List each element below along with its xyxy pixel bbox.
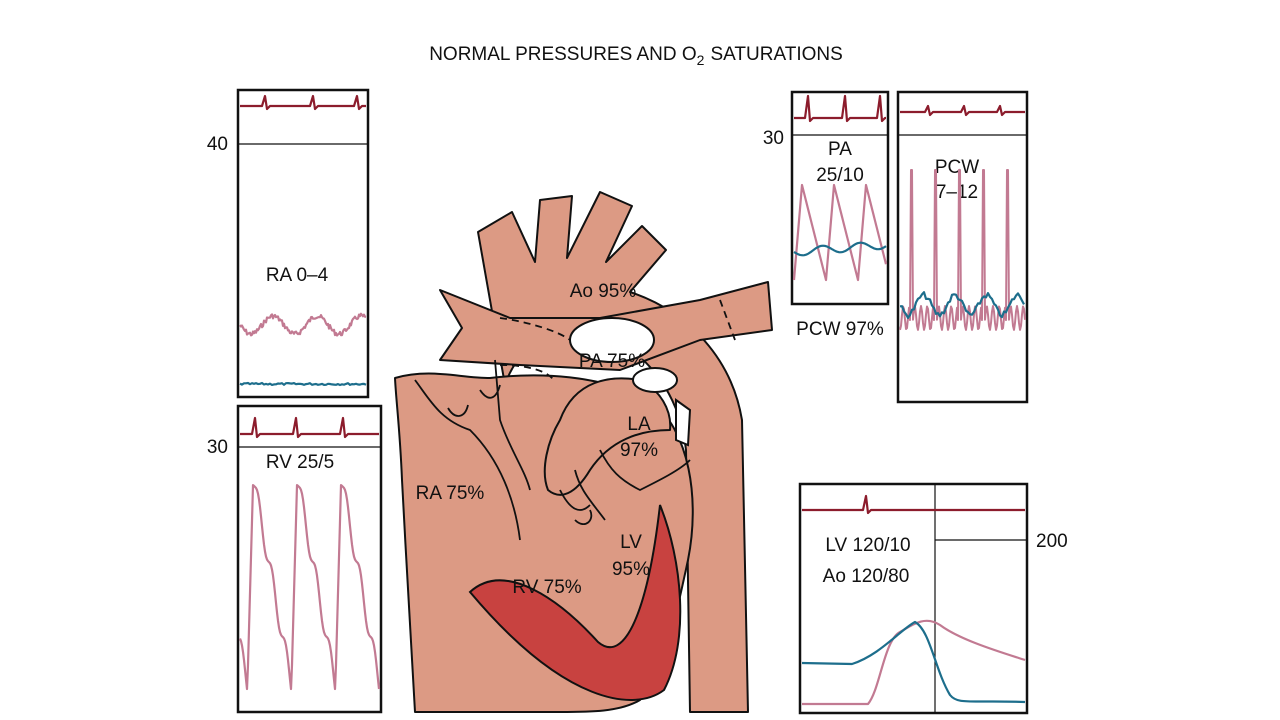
heart-label: 97% xyxy=(620,440,658,461)
title-subscript: 2 xyxy=(697,52,705,68)
ecg-trace xyxy=(900,104,1025,117)
heart-label: RA 75% xyxy=(416,483,485,504)
heart-label: LA xyxy=(627,414,651,435)
panel-label: LV 120/10 xyxy=(825,535,910,556)
hidden-edges xyxy=(499,299,736,383)
panel-label: RA 0–4 xyxy=(266,265,329,286)
heart-details xyxy=(414,359,691,541)
panel-label: 25/10 xyxy=(816,165,864,186)
saturation-label: PCW 97% xyxy=(796,319,884,340)
heart-label: 95% xyxy=(612,559,650,580)
rv-panel: 30 RV 25/5 xyxy=(207,404,383,714)
panel-label: PCW xyxy=(935,157,979,178)
saturation-trace xyxy=(793,241,887,257)
ecg-trace xyxy=(794,94,887,123)
panel-label: RV 25/5 xyxy=(266,452,334,473)
title-suffix: SATURATIONS xyxy=(710,44,842,65)
lv-wall xyxy=(468,504,682,701)
title-text: NORMAL PRESSURES AND O xyxy=(429,44,696,65)
waveforms xyxy=(238,94,1026,706)
pressure-trace xyxy=(239,312,367,337)
saturation-trace xyxy=(239,381,367,387)
saturation-trace xyxy=(899,291,1025,319)
scale-label: 30 xyxy=(763,128,784,149)
scale-label: 200 xyxy=(1036,531,1068,552)
opening xyxy=(675,398,692,447)
heart-label: Ao 95% xyxy=(570,281,637,302)
pressure-trace xyxy=(899,169,1026,331)
heart xyxy=(394,191,773,713)
panel-frame xyxy=(790,90,890,306)
ra-panel: 40 RA 0–4 xyxy=(207,88,370,399)
pressure-trace xyxy=(792,183,888,282)
pressure-trace xyxy=(238,484,381,691)
panel-frame xyxy=(236,88,370,399)
ecg-trace xyxy=(240,94,366,111)
panel-label: 7–12 xyxy=(936,182,978,203)
heart-labels: Ao 95% PA 75% LA 97% RA 75% RV 75% LV 95… xyxy=(416,281,658,598)
panel-frame xyxy=(236,404,383,714)
ecg-trace xyxy=(240,416,379,439)
saturation-trace xyxy=(801,620,1026,704)
lv-panel: 200 LV 120/10 Ao 120/80 xyxy=(798,482,1068,715)
panel-label: PA xyxy=(828,139,852,160)
scale-label: 40 xyxy=(207,134,228,155)
heart-label: RV 75% xyxy=(512,577,581,598)
panel-label: Ao 120/80 xyxy=(823,566,910,587)
pa-panel: 30 PA 25/10 xyxy=(763,90,890,306)
panel-frame xyxy=(798,482,1029,715)
opening xyxy=(632,367,678,393)
pa-trunk xyxy=(543,377,672,496)
heart-label: LV xyxy=(620,532,642,553)
title: NORMAL PRESSURES AND O2 SATURATIONS xyxy=(429,44,843,68)
heart-label: PA 75% xyxy=(579,351,645,372)
ecg-trace xyxy=(802,494,1025,515)
scale-label: 30 xyxy=(207,437,228,458)
